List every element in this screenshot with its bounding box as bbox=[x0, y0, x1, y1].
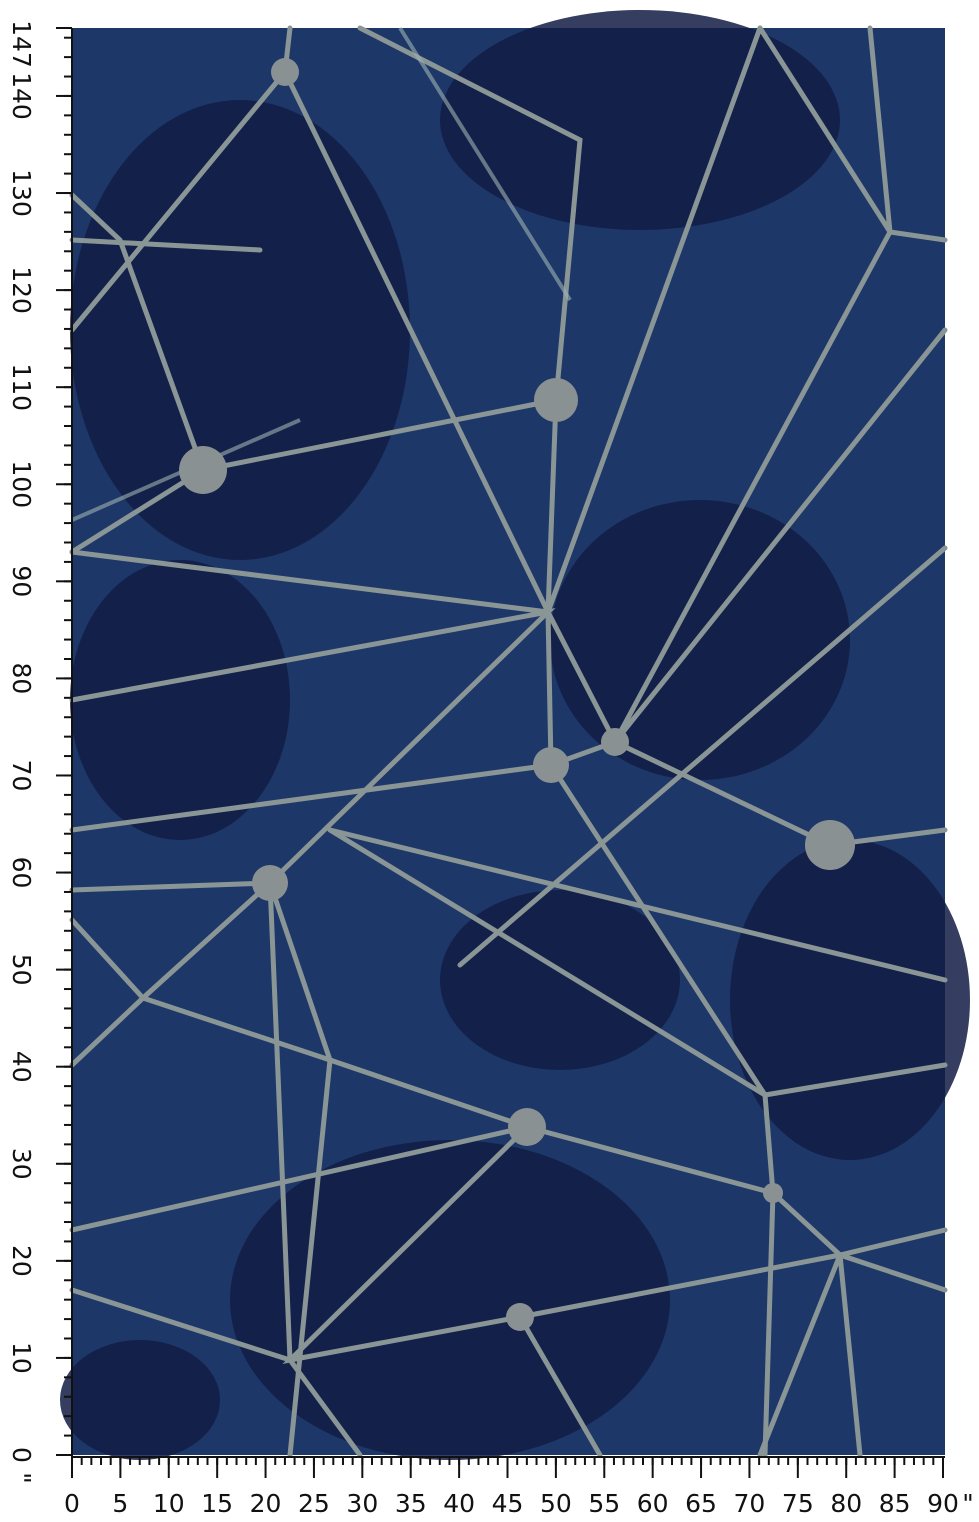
length-label: 70 bbox=[7, 760, 36, 792]
length-label: 50 bbox=[7, 954, 36, 986]
width-label: 5 bbox=[112, 1489, 128, 1518]
width-unit: " bbox=[962, 1489, 974, 1518]
width-label: 85 bbox=[879, 1489, 911, 1518]
width-label: 35 bbox=[395, 1489, 427, 1518]
length-label: 147 bbox=[7, 20, 36, 68]
width-label: 65 bbox=[685, 1489, 717, 1518]
width-label: 60 bbox=[637, 1489, 669, 1518]
length-label: 0 bbox=[7, 1447, 36, 1463]
width-label: 0 bbox=[64, 1489, 80, 1518]
length-unit: " bbox=[7, 1472, 36, 1484]
length-label: 100 bbox=[7, 460, 36, 508]
width-label: 70 bbox=[734, 1489, 766, 1518]
width-label: 15 bbox=[201, 1489, 233, 1518]
width-label: 40 bbox=[443, 1489, 475, 1518]
length-label: 140 bbox=[7, 72, 36, 120]
width-label: 10 bbox=[153, 1489, 185, 1518]
width-label: 80 bbox=[830, 1489, 862, 1518]
length-label: 120 bbox=[7, 266, 36, 314]
length-label: 130 bbox=[7, 169, 36, 217]
rug bbox=[60, 10, 970, 1460]
length-label: 40 bbox=[7, 1051, 36, 1083]
length-label: 80 bbox=[7, 662, 36, 694]
width-label: 50 bbox=[540, 1489, 572, 1518]
width-label: 90 bbox=[927, 1489, 959, 1518]
length-label: 10 bbox=[7, 1342, 36, 1374]
length-label: 90 bbox=[7, 565, 36, 597]
width-label: 30 bbox=[346, 1489, 378, 1518]
width-label: 20 bbox=[250, 1489, 282, 1518]
rulers: 0 10 20 30 40 50 60 70 80 90 100 110 120 130 140 147 " 0 5… bbox=[7, 20, 974, 1518]
length-label: 20 bbox=[7, 1245, 36, 1277]
width-label: 45 bbox=[492, 1489, 524, 1518]
length-label: 60 bbox=[7, 857, 36, 889]
width-label: 75 bbox=[782, 1489, 814, 1518]
length-label: 110 bbox=[7, 363, 36, 411]
width-label: 25 bbox=[298, 1489, 330, 1518]
width-label: 55 bbox=[588, 1489, 620, 1518]
length-label: 30 bbox=[7, 1148, 36, 1180]
